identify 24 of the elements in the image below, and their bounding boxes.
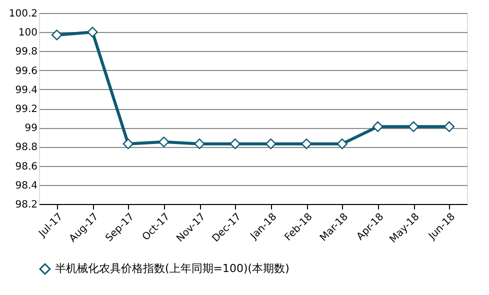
y-tick-label: 98.8 [15, 142, 38, 154]
y-tick-label: 99 [24, 123, 38, 134]
y-tick-label: 99.4 [15, 84, 38, 96]
point [230, 138, 241, 150]
y-tick-label: 98.6 [15, 161, 38, 172]
point [87, 26, 98, 38]
point [51, 30, 62, 40]
y-tick-label: 99.8 [15, 46, 38, 58]
point [372, 121, 384, 132]
y-tick-label: 98.2 [15, 200, 38, 210]
point [194, 138, 205, 150]
legend-label: 半机械化农具价格指数(上年同期=100)(本期数) [55, 262, 290, 275]
point [158, 136, 170, 148]
point [408, 121, 419, 132]
point [301, 138, 312, 150]
y-tick-label: 99.6 [15, 66, 38, 77]
y-tick-label: 98.4 [15, 180, 38, 192]
point [336, 138, 348, 150]
y-tick-label: 99.2 [15, 104, 38, 115]
y-tick-label: 100.2 [8, 8, 38, 20]
point [265, 138, 276, 150]
point [444, 121, 455, 132]
y-tick-label: 100 [18, 28, 38, 39]
point [122, 138, 134, 150]
